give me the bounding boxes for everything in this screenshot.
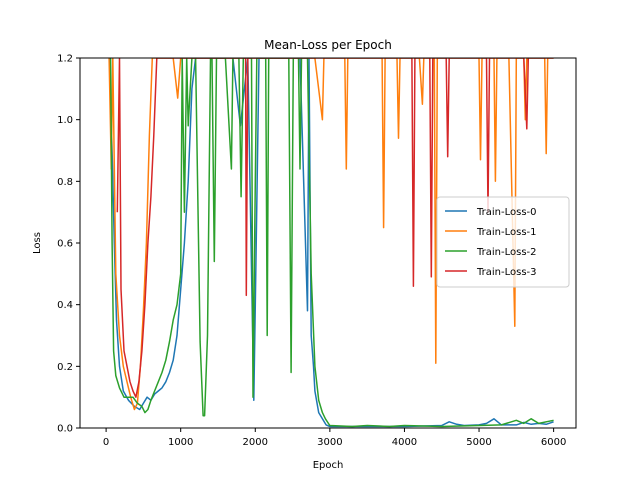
legend-entry-label: Train-Loss-0 [476, 207, 537, 218]
y-tick-label: 0.0 [57, 424, 73, 435]
x-tick-label: 0 [103, 437, 109, 448]
axis-ticks: 0 1000 2000 3000 4000 5000 6000 0.0 0.2 0.4 0.6 0.8… [57, 54, 566, 449]
y-tick-label: 0.6 [57, 239, 73, 250]
plot-frame [79, 57, 577, 429]
legend-entry-label: Train-Loss-2 [476, 247, 537, 258]
y-tick-label: 0.4 [57, 300, 73, 311]
legend-entry-label: Train-Loss-1 [476, 227, 537, 238]
series-line-1 [108, 58, 554, 411]
chart-title: Mean-Loss per Epoch [264, 38, 392, 52]
x-tick-label: 6000 [541, 437, 566, 448]
legend-box [436, 196, 570, 288]
plot-area [108, 58, 554, 428]
x-tick-label: 5000 [466, 437, 491, 448]
y-tick-label: 0.2 [57, 362, 73, 373]
x-tick-label: 3000 [317, 437, 342, 448]
x-tick-label: 1000 [168, 437, 193, 448]
x-tick-label: 2000 [243, 437, 268, 448]
y-tick-label: 0.8 [57, 177, 73, 188]
y-tick-label: 1.2 [57, 54, 73, 65]
y-axis-label: Loss [32, 232, 43, 254]
legend-entry-label: Train-Loss-3 [476, 267, 537, 278]
y-tick-label: 1.0 [57, 115, 73, 126]
x-axis-label: Epoch [313, 460, 344, 471]
x-tick-label: 4000 [392, 437, 417, 448]
series-line-3 [116, 58, 554, 398]
series-line-2 [109, 58, 554, 428]
legend: Train-Loss-0 Train-Loss-1 Train-Loss-2 Trai… [436, 196, 570, 288]
